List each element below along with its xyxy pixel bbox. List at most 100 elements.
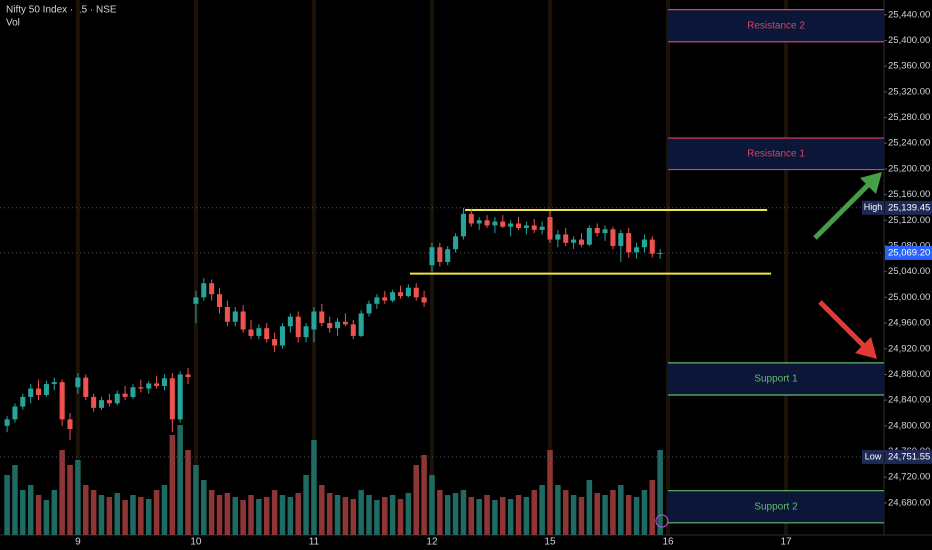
candle-body — [421, 297, 427, 303]
volume-bar — [83, 485, 89, 535]
candle-body — [201, 283, 207, 298]
volume-bar — [421, 455, 427, 535]
up-arrow-shaft — [813, 183, 870, 240]
candle-body — [138, 387, 144, 389]
volume-bar — [633, 497, 640, 535]
candle-body — [43, 384, 49, 395]
volume-bar — [374, 500, 380, 535]
volume-bar — [208, 490, 215, 535]
candle-body — [36, 388, 42, 395]
volume-bar — [51, 490, 58, 535]
candle-body — [460, 213, 466, 237]
zone-label: Support 1 — [754, 374, 798, 385]
chart-title: Nifty 50 Index · 15 · NSE — [6, 5, 117, 16]
candle-body — [571, 239, 577, 243]
y-tick-label: 25,280.00 — [888, 112, 930, 123]
volume-title: Vol — [6, 18, 20, 29]
volume-bar — [20, 490, 26, 535]
candle-body — [240, 311, 246, 330]
price-label: 25,139.45 — [888, 202, 930, 213]
zone-label: Resistance 2 — [747, 20, 805, 31]
y-tick-label: 24,680.00 — [888, 497, 930, 508]
candle-body — [264, 328, 270, 340]
zone — [668, 138, 884, 170]
candle-body — [366, 303, 372, 314]
candle-body — [161, 378, 167, 386]
candle-body — [374, 297, 380, 304]
volume-bar — [295, 493, 301, 535]
volume-bar — [12, 465, 18, 535]
candle-body — [578, 239, 584, 245]
x-tick-label: 15 — [544, 537, 556, 548]
volume-bar — [570, 495, 577, 535]
candle-body — [516, 223, 522, 229]
volume-bar — [366, 495, 372, 535]
price-label: 25,069.20 — [888, 247, 930, 258]
candle-body — [12, 406, 18, 420]
price-label-box — [885, 449, 932, 464]
candle-body — [51, 382, 57, 385]
volume-bar — [279, 495, 286, 535]
candle-body — [28, 388, 34, 397]
y-tick-label: 25,120.00 — [888, 215, 930, 226]
volume-bar — [625, 495, 632, 535]
candle-body — [185, 374, 191, 378]
candle-body — [130, 387, 136, 397]
y-tick-label: 25,200.00 — [888, 163, 930, 174]
candle-body — [177, 374, 183, 420]
candle-body — [20, 396, 26, 407]
candle-body — [248, 329, 254, 336]
y-tick-label: 24,920.00 — [888, 343, 930, 354]
volume-bar — [193, 465, 199, 535]
volume-bar — [555, 485, 561, 535]
volume-bar — [303, 475, 309, 535]
candle-body — [508, 223, 514, 227]
candle-body — [500, 221, 506, 227]
arrows — [813, 172, 882, 359]
price-label-name: High — [864, 202, 883, 212]
candle-body — [224, 306, 230, 322]
candle-body — [626, 233, 632, 253]
price-label: 24,751.55 — [888, 451, 930, 462]
volume-bar — [67, 465, 73, 535]
y-tick-label: 24,960.00 — [888, 318, 930, 329]
candle-body — [484, 220, 490, 226]
day-separator — [784, 0, 789, 535]
volume-bar — [27, 485, 34, 535]
candle-body — [75, 377, 81, 388]
candle-body — [106, 400, 112, 404]
volume-bar — [114, 493, 120, 535]
volume-bar — [248, 495, 254, 535]
volume-bar — [224, 493, 231, 535]
down-arrow-head — [855, 337, 877, 359]
volume-bar — [98, 495, 105, 535]
price-label-box — [885, 245, 932, 260]
candle-body — [279, 326, 285, 346]
down-arrow-shaft — [818, 300, 866, 348]
candle-body — [649, 239, 655, 254]
volume-bar — [531, 490, 538, 535]
candle-body — [563, 234, 569, 243]
volume-bar — [106, 497, 113, 535]
volume-bar — [201, 480, 207, 535]
candle-body — [4, 419, 10, 426]
volume-bar — [138, 497, 144, 535]
zone-label: Resistance 1 — [747, 148, 805, 159]
replay-icon[interactable] — [655, 514, 669, 528]
day-separator — [547, 0, 552, 535]
candle-body — [429, 247, 435, 266]
zone — [668, 362, 884, 395]
candle-body — [122, 393, 128, 397]
volume-bar — [350, 499, 357, 535]
volume-bar — [507, 499, 514, 535]
volume-bar — [90, 490, 97, 535]
candle-body — [256, 328, 262, 336]
volume-bar — [169, 435, 176, 535]
volume-bar — [413, 465, 419, 535]
volume-bar — [429, 475, 435, 535]
volume-bar — [153, 490, 160, 535]
volume-bar — [515, 495, 522, 535]
